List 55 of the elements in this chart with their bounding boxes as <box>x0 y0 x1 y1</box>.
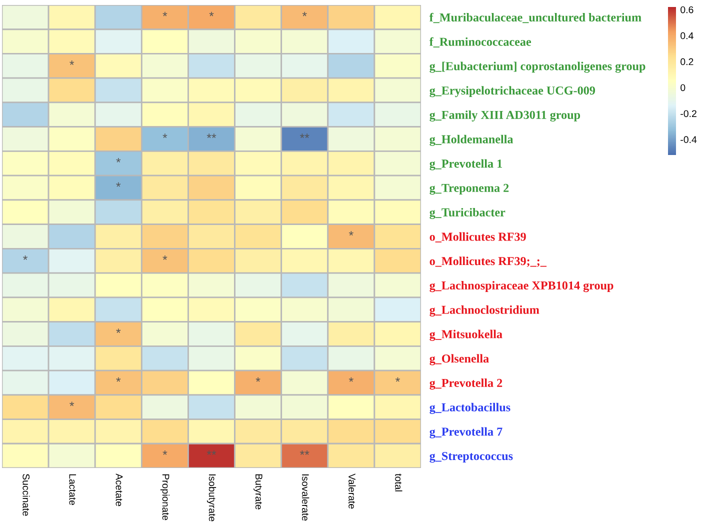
data-label: * <box>23 256 28 260</box>
y-tick-label: g_Mitsuokella <box>430 330 502 341</box>
data-label: * <box>209 12 214 16</box>
color-bar-label: 0.2 <box>680 58 694 66</box>
x-tick-label: Isovalerate <box>302 474 310 521</box>
x-tick-label: Succinate <box>22 474 30 516</box>
color-bar-label: 0 <box>680 84 686 92</box>
y-tick-label: g_Lactobacillus <box>430 402 510 414</box>
data-label: ** <box>206 450 216 455</box>
y-tick-label: g_Lachnoclostridium <box>430 305 540 316</box>
y-tick-label: g_Olsenella <box>430 354 489 366</box>
data-label: * <box>116 182 121 187</box>
y-tick-label: o_Mollicutes RF39;_;_ <box>430 256 547 267</box>
data-label: * <box>162 450 168 455</box>
color-bar-label: -0.4 <box>680 136 697 144</box>
x-tick-label: total <box>395 474 402 492</box>
y-tick-label: f_Ruminococcaceae <box>429 37 532 48</box>
data-label: * <box>70 60 74 65</box>
y-tick-label: f_Muribaculaceae_uncultured bacterium <box>429 12 642 24</box>
y-tick-label: o_Mollicutes RF39 <box>430 232 526 242</box>
y-tick-label: g_Lachnospiraceae XPB1014 group <box>430 281 614 292</box>
color-bar-label: -0.2 <box>680 110 696 118</box>
data-label: * <box>162 12 168 16</box>
data-label: ** <box>206 134 216 138</box>
data-label: * <box>162 256 168 260</box>
y-tick-label: g_Family XIII AD3011 group <box>430 110 580 122</box>
y-tick-label: g_Prevotella 2 <box>430 378 502 390</box>
y-tick-label: g_Treponema 2 <box>430 184 509 195</box>
data-label: * <box>256 377 260 382</box>
data-label: * <box>348 231 354 236</box>
data-label: ** <box>300 134 310 138</box>
x-tick-label: Propionate <box>160 474 170 520</box>
data-label: ** <box>300 450 310 455</box>
color-bar-label: 0.6 <box>680 6 694 14</box>
data-label: * <box>302 12 307 16</box>
x-tick-label: Butyrate <box>254 474 262 510</box>
y-tick-label: g_Prevotella 1 <box>430 159 502 170</box>
data-label: * <box>116 328 121 333</box>
x-tick-label: Isobutyrate <box>206 474 216 522</box>
x-tick-label: Lactate <box>69 474 76 506</box>
y-tick-label: g_[Eubacterium] coprostanoligenes group <box>430 62 646 73</box>
y-tick-label: g_Turicibacter <box>430 208 506 219</box>
y-tick-label: g_Holdemanella <box>430 134 514 146</box>
data-label: * <box>395 377 400 382</box>
data-label: * <box>116 158 121 162</box>
y-tick-label: g_Prevotella 7 <box>430 427 502 438</box>
x-tick-label: Acetate <box>116 474 123 506</box>
data-label: * <box>70 402 74 406</box>
data-label: * <box>116 377 121 382</box>
x-tick-label: Valerate <box>348 474 356 509</box>
data-label: * <box>348 377 354 382</box>
color-bar-label: 0.4 <box>680 32 694 40</box>
y-tick-label: g_Streptococcus <box>430 452 513 463</box>
data-label: * <box>162 134 168 138</box>
y-tick-label: g_Erysipelotrichaceae UCG-009 <box>430 86 596 98</box>
